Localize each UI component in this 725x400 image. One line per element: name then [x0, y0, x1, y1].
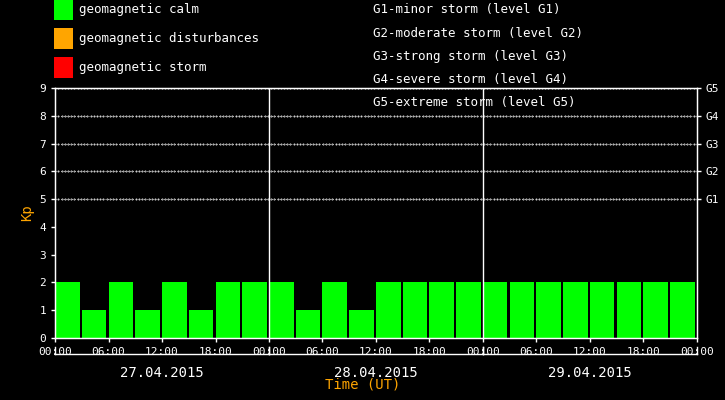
Bar — [429, 282, 454, 338]
Bar — [215, 282, 240, 338]
Bar — [616, 282, 641, 338]
Bar — [349, 310, 374, 338]
Text: geomagnetic storm: geomagnetic storm — [79, 61, 207, 74]
Text: G4-severe storm (level G4): G4-severe storm (level G4) — [373, 73, 568, 86]
Bar — [670, 282, 695, 338]
Bar — [188, 310, 213, 338]
Bar — [136, 310, 160, 338]
Bar — [402, 282, 427, 338]
Bar — [162, 282, 186, 338]
Text: 27.04.2015: 27.04.2015 — [120, 366, 204, 380]
Bar — [242, 282, 267, 338]
Bar — [456, 282, 481, 338]
Y-axis label: Kp: Kp — [20, 205, 34, 221]
Text: G5-extreme storm (level G5): G5-extreme storm (level G5) — [373, 96, 576, 109]
Bar — [483, 282, 507, 338]
Bar — [643, 282, 668, 338]
Text: 29.04.2015: 29.04.2015 — [548, 366, 631, 380]
Text: Time (UT): Time (UT) — [325, 378, 400, 392]
Bar — [109, 282, 133, 338]
Text: geomagnetic disturbances: geomagnetic disturbances — [79, 32, 259, 45]
Bar — [55, 282, 80, 338]
Bar — [296, 310, 320, 338]
Bar — [563, 282, 588, 338]
Text: G1-minor storm (level G1): G1-minor storm (level G1) — [373, 4, 561, 16]
Bar — [536, 282, 561, 338]
Bar — [323, 282, 347, 338]
Text: G3-strong storm (level G3): G3-strong storm (level G3) — [373, 50, 568, 63]
Bar — [589, 282, 614, 338]
Bar — [510, 282, 534, 338]
Text: 28.04.2015: 28.04.2015 — [334, 366, 418, 380]
Bar — [269, 282, 294, 338]
Bar — [82, 310, 107, 338]
Text: G2-moderate storm (level G2): G2-moderate storm (level G2) — [373, 27, 584, 40]
Bar — [376, 282, 400, 338]
Text: geomagnetic calm: geomagnetic calm — [79, 4, 199, 16]
